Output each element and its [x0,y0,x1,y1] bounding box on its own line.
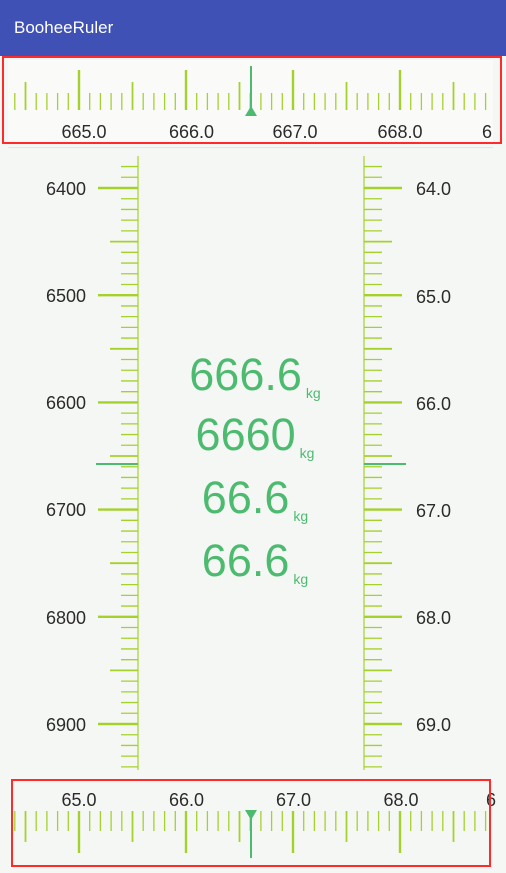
divider [8,147,493,148]
top-ruler-label: 6 [482,122,492,142]
bottom-ruler-label: 65.0 [61,790,96,810]
readout-value: 66.6 [201,535,290,586]
top-ruler-label: 666.0 [169,122,214,142]
readout-unit: kg [293,571,309,587]
right-ruler-label: 65.0 [416,287,451,307]
bottom-ruler-label: 6 [486,790,496,810]
readout-value: 666.6 [189,349,302,400]
right-ruler-label: 66.0 [416,394,451,414]
bottom-ruler[interactable]: 65.0 66.0 67.0 68.0 6 [0,779,506,867]
right-ruler-label: 64.0 [416,179,451,199]
left-ruler-label: 6900 [46,715,86,735]
readout-unit: kg [305,385,321,401]
readout-unit: kg [299,445,315,461]
top-ruler[interactable]: 665.0 666.0 667.0 668.0 6 [0,56,506,146]
readout-bottom-ruler: 66.6 kg [150,535,360,588]
right-ruler-label: 67.0 [416,501,451,521]
left-ruler-label: 6600 [46,393,86,413]
readout-right-ruler: 66.6 kg [150,472,360,525]
readout-left-ruler: 6660 kg [150,409,360,462]
right-ruler[interactable]: 64.0 65.0 66.0 67.0 68.0 69.0 [356,150,506,775]
left-ruler-label: 6500 [46,286,86,306]
readout-value: 66.6 [201,472,290,523]
left-ruler-label: 6700 [46,500,86,520]
triangle-up-icon [245,106,257,116]
bottom-ruler-label: 67.0 [276,790,311,810]
top-ruler-label: 668.0 [377,122,422,142]
readout-value: 6660 [195,409,296,460]
top-ruler-label: 667.0 [272,122,317,142]
readout-unit: kg [293,508,309,524]
left-ruler-label: 6800 [46,608,86,628]
left-ruler[interactable]: 6400 6500 6600 6700 6800 6900 [0,150,150,775]
app-bar: BooheeRuler [0,0,506,56]
left-ruler-label: 6400 [46,179,86,199]
right-ruler-label: 68.0 [416,608,451,628]
bottom-ruler-label: 66.0 [169,790,204,810]
top-ruler-label: 665.0 [61,122,106,142]
right-ruler-label: 69.0 [416,715,451,735]
bottom-ruler-label: 68.0 [383,790,418,810]
readout-top-ruler: 666.6 kg [150,349,360,402]
app-title: BooheeRuler [14,18,114,37]
